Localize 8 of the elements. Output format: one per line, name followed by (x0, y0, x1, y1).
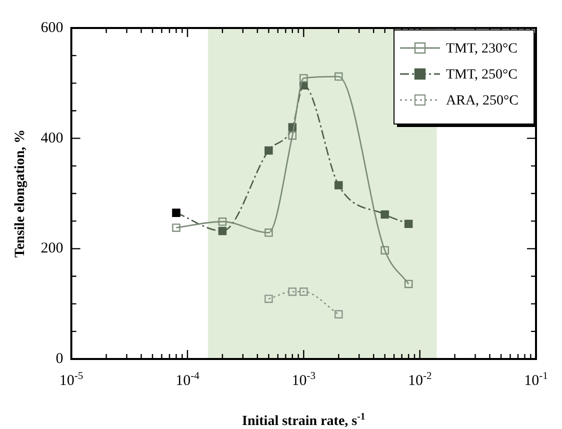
y-tick-label: 600 (40, 20, 64, 36)
y-axis-title: Tensile elongation, % (13, 129, 28, 258)
y-tick-label: 400 (40, 130, 64, 146)
y-tick-label: 0 (56, 350, 64, 367)
legend-label: TMT, 230°C (446, 42, 518, 57)
legend-label: TMT, 250°C (446, 68, 518, 83)
y-tick-label: 200 (40, 240, 64, 257)
legend-label: ARA, 250°C (446, 94, 518, 109)
